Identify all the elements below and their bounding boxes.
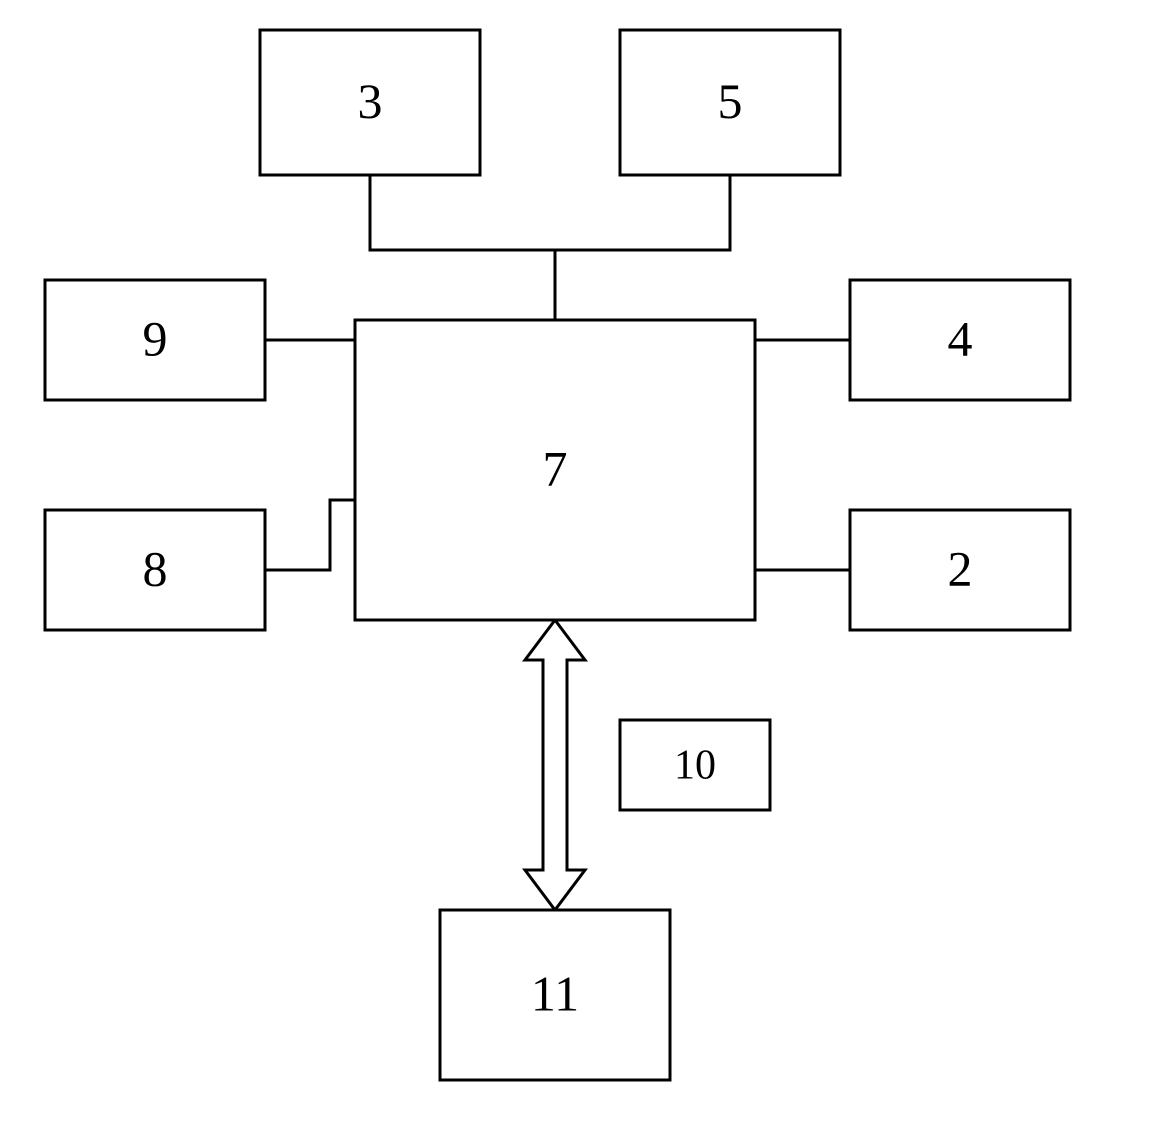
node-label-n4: 4: [948, 310, 973, 366]
node-n4: 4: [850, 280, 1070, 400]
double-arrow: [525, 620, 585, 910]
node-label-n8: 8: [143, 540, 168, 596]
node-n3: 3: [260, 30, 480, 175]
node-n5: 5: [620, 30, 840, 175]
node-label-n3: 3: [358, 73, 383, 129]
node-label-n9: 9: [143, 310, 168, 366]
node-label-n11: 11: [531, 965, 579, 1021]
node-label-n7: 7: [543, 440, 568, 496]
node-n2: 2: [850, 510, 1070, 630]
node-label-n10: 10: [674, 743, 716, 789]
connector-0: [370, 175, 555, 320]
node-n7: 7: [355, 320, 755, 620]
node-label-n2: 2: [948, 540, 973, 596]
connector-4: [265, 500, 355, 570]
node-n8: 8: [45, 510, 265, 630]
block-diagram: 3 5 9 4 8 2 7 10 11: [0, 0, 1157, 1134]
node-n9: 9: [45, 280, 265, 400]
node-n10: 10: [620, 720, 770, 810]
connector-1: [555, 175, 730, 320]
node-n11: 11: [440, 910, 670, 1080]
node-label-n5: 5: [718, 73, 743, 129]
